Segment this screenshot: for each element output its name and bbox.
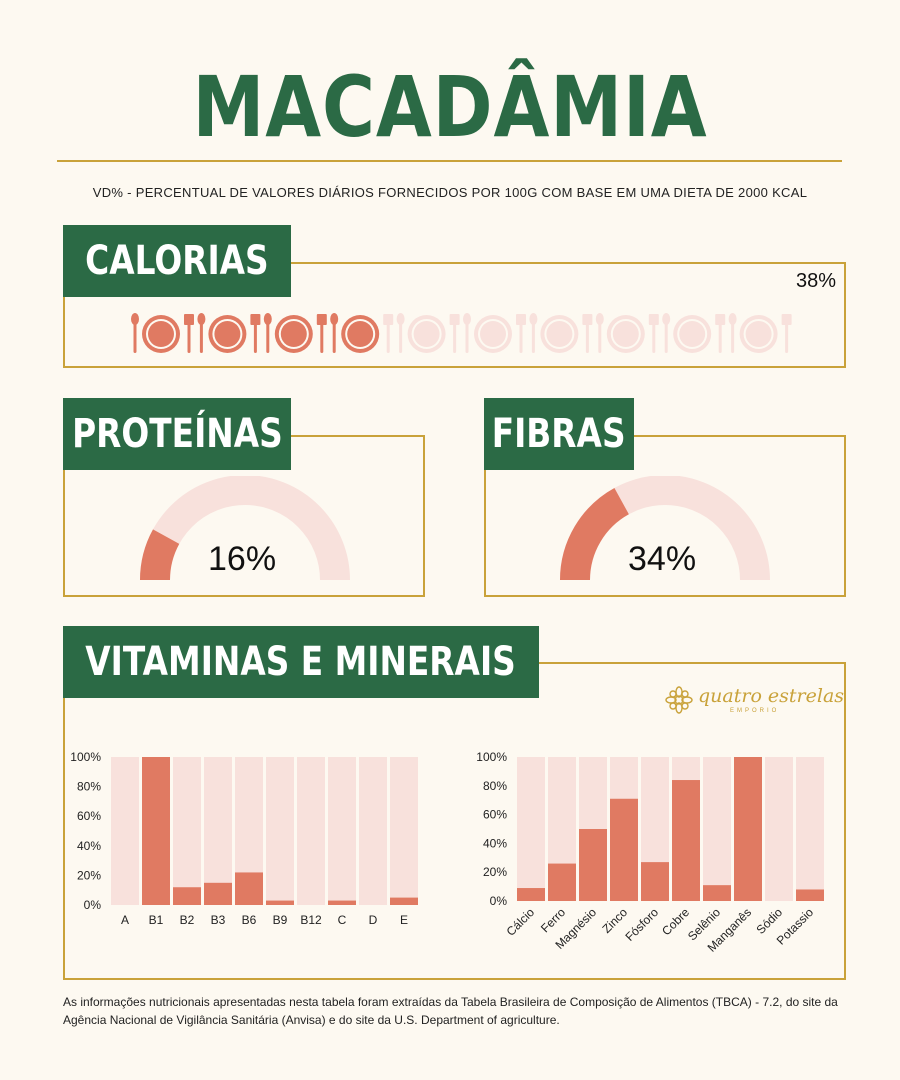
bar <box>579 829 607 901</box>
x-tick-label: B9 <box>273 913 288 927</box>
bar-track <box>517 757 545 901</box>
bar <box>328 900 356 905</box>
fibras-gauge <box>560 476 770 581</box>
y-tick-label: 20% <box>483 865 507 879</box>
bar <box>235 872 263 905</box>
bar <box>796 889 824 901</box>
bar-track <box>359 757 387 905</box>
x-tick-label: D <box>369 913 378 927</box>
x-tick-label: C <box>338 913 347 927</box>
bar <box>517 888 545 901</box>
x-tick-label: B12 <box>300 913 322 927</box>
bar <box>672 780 700 901</box>
calorias-label: CALORIAS <box>63 225 291 297</box>
bar <box>390 897 418 905</box>
bar-track <box>328 757 356 905</box>
proteinas-label: PROTEÍNAS <box>63 398 291 470</box>
proteinas-value: 16% <box>208 540 277 578</box>
logo-text: quatro estrelas <box>698 685 845 707</box>
bar <box>548 863 576 901</box>
bar <box>610 798 638 901</box>
y-tick-label: 80% <box>77 780 101 794</box>
footnote: As informações nutricionais apresentadas… <box>63 995 838 1027</box>
plate-setting-icon <box>529 313 593 353</box>
y-tick-label: 20% <box>77 868 101 882</box>
x-tick-label: Fósforo <box>622 905 661 944</box>
brand-logo: quatro estrelas EMPORIO <box>664 683 844 719</box>
y-tick-label: 100% <box>70 750 101 764</box>
bar-track <box>796 757 824 901</box>
calorias-value: 38% <box>796 270 837 292</box>
plate-setting-icon <box>463 313 526 353</box>
bar <box>266 900 294 905</box>
bar <box>734 757 762 901</box>
y-tick-label: 60% <box>77 809 101 823</box>
x-tick-label: A <box>121 913 129 927</box>
fibras-value: 34% <box>628 540 697 578</box>
x-tick-label: Cálcio <box>504 905 538 939</box>
logo-emblem-icon <box>665 686 693 714</box>
bar-track <box>173 757 201 905</box>
plate-setting-icon <box>330 313 394 353</box>
plate-setting-icon <box>595 313 659 353</box>
x-tick-label: B1 <box>149 913 164 927</box>
x-tick-label: B6 <box>242 913 257 927</box>
bar <box>142 757 170 905</box>
bar <box>703 885 731 901</box>
calorias-icon-gauge <box>131 313 792 353</box>
page-subtitle: VD% - PERCENTUAL DE VALORES DIÁRIOS FORN… <box>92 185 808 200</box>
plate-setting-icon <box>263 313 327 353</box>
bar <box>173 887 201 905</box>
bar-track <box>204 757 232 905</box>
fibras-label: FIBRAS <box>484 398 634 470</box>
bar-track <box>703 757 731 901</box>
y-tick-label: 60% <box>483 808 507 822</box>
plate-setting-icon <box>662 313 726 353</box>
bar <box>204 882 232 905</box>
y-tick-label: 0% <box>490 894 508 908</box>
plate-setting-icon <box>131 313 194 353</box>
page-title: MACADÂMIA <box>192 58 708 156</box>
y-tick-label: 0% <box>84 898 102 912</box>
vitaminas-label: VITAMINAS E MINERAIS <box>63 626 539 698</box>
logo-subtext: EMPORIO <box>730 708 780 714</box>
bar-track <box>266 757 294 905</box>
x-tick-label: B3 <box>211 913 226 927</box>
proteinas-gauge <box>140 476 350 581</box>
plate-setting-icon <box>197 313 261 353</box>
bar-track <box>390 757 418 905</box>
proteinas-gauge-fill <box>140 529 180 581</box>
x-tick-label: E <box>400 913 408 927</box>
title-divider <box>57 160 842 162</box>
plate-setting-icon <box>728 313 792 353</box>
y-tick-label: 80% <box>483 779 507 793</box>
vitamins-bar-chart: 0% 20% 40% 60% 80% 100% A B1 B2 B3 B6 B9 B12 C D E <box>70 750 418 927</box>
x-tick-label: B2 <box>180 913 195 927</box>
plate-setting-icon <box>396 313 460 353</box>
bar <box>641 862 669 901</box>
bar-track <box>111 757 139 905</box>
y-tick-label: 40% <box>483 836 507 850</box>
bar-track <box>297 757 325 905</box>
bar-track <box>765 757 793 901</box>
fibras-gauge-fill <box>560 487 630 581</box>
y-tick-label: 100% <box>476 750 507 764</box>
y-tick-label: 40% <box>77 839 101 853</box>
